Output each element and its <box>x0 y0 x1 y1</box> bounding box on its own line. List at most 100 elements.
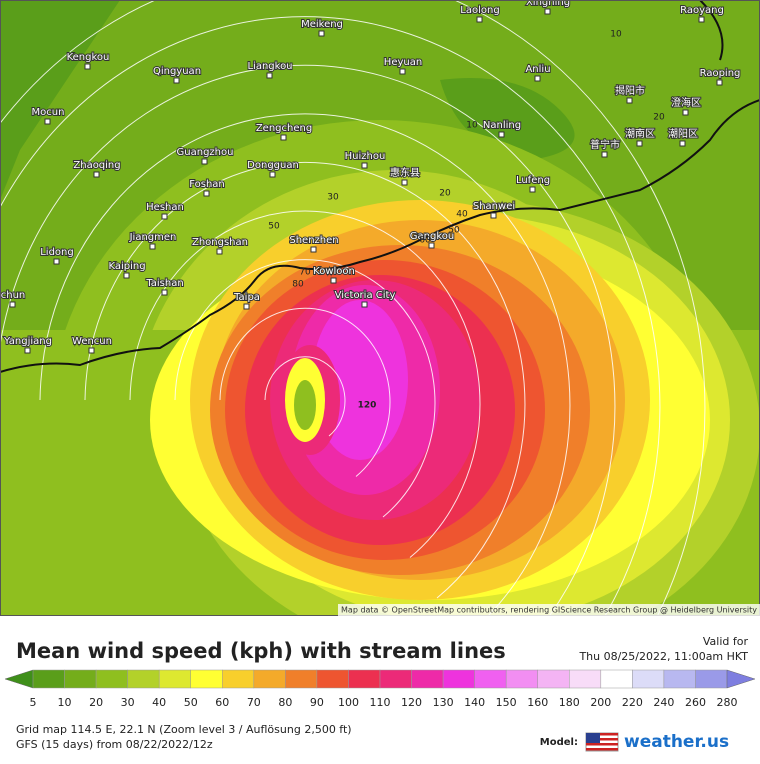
city-marker <box>698 16 705 23</box>
city-marker <box>534 75 541 82</box>
city-label: Zhongshan <box>192 237 248 248</box>
city-marker <box>310 246 317 253</box>
city-label: Dongguan <box>247 160 299 171</box>
city-label: Taishan <box>145 278 183 289</box>
grid-info: Grid map 114.5 E, 22.1 N (Zoom level 3 /… <box>16 723 352 736</box>
colorbar-label: 260 <box>685 696 706 709</box>
city-label: Guangzhou <box>177 147 234 158</box>
city-label: Xingning <box>526 0 570 8</box>
colorbar-label: 180 <box>559 696 580 709</box>
title: Mean wind speed (kph) with stream lines <box>16 639 506 663</box>
colorbar-cell <box>158 669 191 689</box>
city-marker <box>173 77 180 84</box>
colorbar-arrow <box>4 669 34 689</box>
colorbar: 5 10 20 30 40 50 60 70 80 90 100 110 120 130 140 150 160… <box>4 669 756 709</box>
streamline <box>219 307 391 477</box>
model-label: Model: <box>540 737 578 748</box>
colorbar-label: 200 <box>590 696 611 709</box>
coastline <box>699 0 724 61</box>
city-label: chun <box>1 290 26 301</box>
city-marker <box>161 289 168 296</box>
colorbar-cell <box>222 669 255 689</box>
city-marker <box>361 162 368 169</box>
contour-label: 40 <box>456 210 468 220</box>
colorbar-cell <box>695 669 728 689</box>
streamline <box>264 356 346 437</box>
contour-label: 10 <box>610 30 622 40</box>
colorbar-cell <box>95 669 128 689</box>
city-marker <box>601 151 608 158</box>
city-label: Liangkou <box>247 61 292 72</box>
us-flag <box>585 732 619 752</box>
contour-label: 20 <box>653 113 665 123</box>
colorbar-cell <box>64 669 97 689</box>
city-marker <box>53 258 60 265</box>
city-label: Jiangmen <box>129 232 177 243</box>
colorbar-cell <box>663 669 696 689</box>
city-marker <box>149 243 156 250</box>
streamline <box>0 0 706 616</box>
city-marker <box>24 347 31 354</box>
colorbar-label: 30 <box>121 696 135 709</box>
attribution-bg <box>338 604 760 616</box>
city-marker <box>361 301 368 308</box>
contour-label: 50 <box>448 226 460 236</box>
city-label: 澄海区 <box>671 96 701 109</box>
colorbar-label: 10 <box>58 696 72 709</box>
city-label: Kaiping <box>108 261 145 272</box>
city-marker <box>123 272 130 279</box>
colorbar-label: 120 <box>401 696 422 709</box>
colorbar-arrow <box>726 669 756 689</box>
city-label: Qingyuan <box>153 66 201 77</box>
colorbar-cell <box>569 669 602 689</box>
colorbar-label: 20 <box>89 696 103 709</box>
contour-label: 120 <box>358 401 377 411</box>
city-label: Lidong <box>40 247 74 258</box>
contour-label: 30 <box>327 193 339 203</box>
attribution: Map data © OpenStreetMap contributors, r… <box>341 606 757 615</box>
colorbar-cell <box>253 669 286 689</box>
city-label: Meikeng <box>301 19 343 30</box>
colorbar-label: 110 <box>370 696 391 709</box>
coastline <box>0 99 760 373</box>
colorbar-label: 80 <box>278 696 292 709</box>
streamline <box>0 16 661 616</box>
city-label: Wencun <box>72 336 112 347</box>
colorbar-label: 140 <box>464 696 485 709</box>
city-label: Mocun <box>32 107 65 118</box>
city-label: 惠东县 <box>390 166 420 179</box>
streamline <box>84 161 526 599</box>
colorbar-label: 5 <box>30 696 37 709</box>
valid-label: Valid for <box>703 635 749 648</box>
city-marker <box>266 72 273 79</box>
city-marker <box>9 301 16 308</box>
city-label: Laolong <box>460 5 499 16</box>
contour-label: 70 <box>299 268 311 278</box>
colorbar-label: 220 <box>622 696 643 709</box>
city-label: Raoyang <box>680 5 724 16</box>
city-label: Nanling <box>483 120 521 131</box>
city-label: Heshan <box>146 202 184 213</box>
city-label: Victoria City <box>335 290 396 301</box>
colorbar-label: 90 <box>310 696 324 709</box>
colorbar-cell <box>411 669 444 689</box>
land-dark <box>0 0 120 200</box>
city-marker <box>243 303 250 310</box>
colorbar-label: 40 <box>152 696 166 709</box>
city-marker <box>716 79 723 86</box>
city-marker <box>201 158 208 165</box>
city-label: 揭阳市 <box>615 84 645 97</box>
colorbar-label: 60 <box>215 696 229 709</box>
run-info: GFS (15 days) from 08/22/2022/12z <box>16 738 213 751</box>
city-label: Anliu <box>525 64 550 75</box>
city-label: Gangkou <box>410 231 454 242</box>
contour-label: 50 <box>268 222 280 232</box>
contour-label: 80 <box>292 280 304 290</box>
city-label: Huizhou <box>345 151 386 162</box>
streamline <box>0 64 616 616</box>
city-marker <box>318 30 325 37</box>
colorbar-cell <box>632 669 665 689</box>
city-label: Zhaoqing <box>73 160 120 171</box>
